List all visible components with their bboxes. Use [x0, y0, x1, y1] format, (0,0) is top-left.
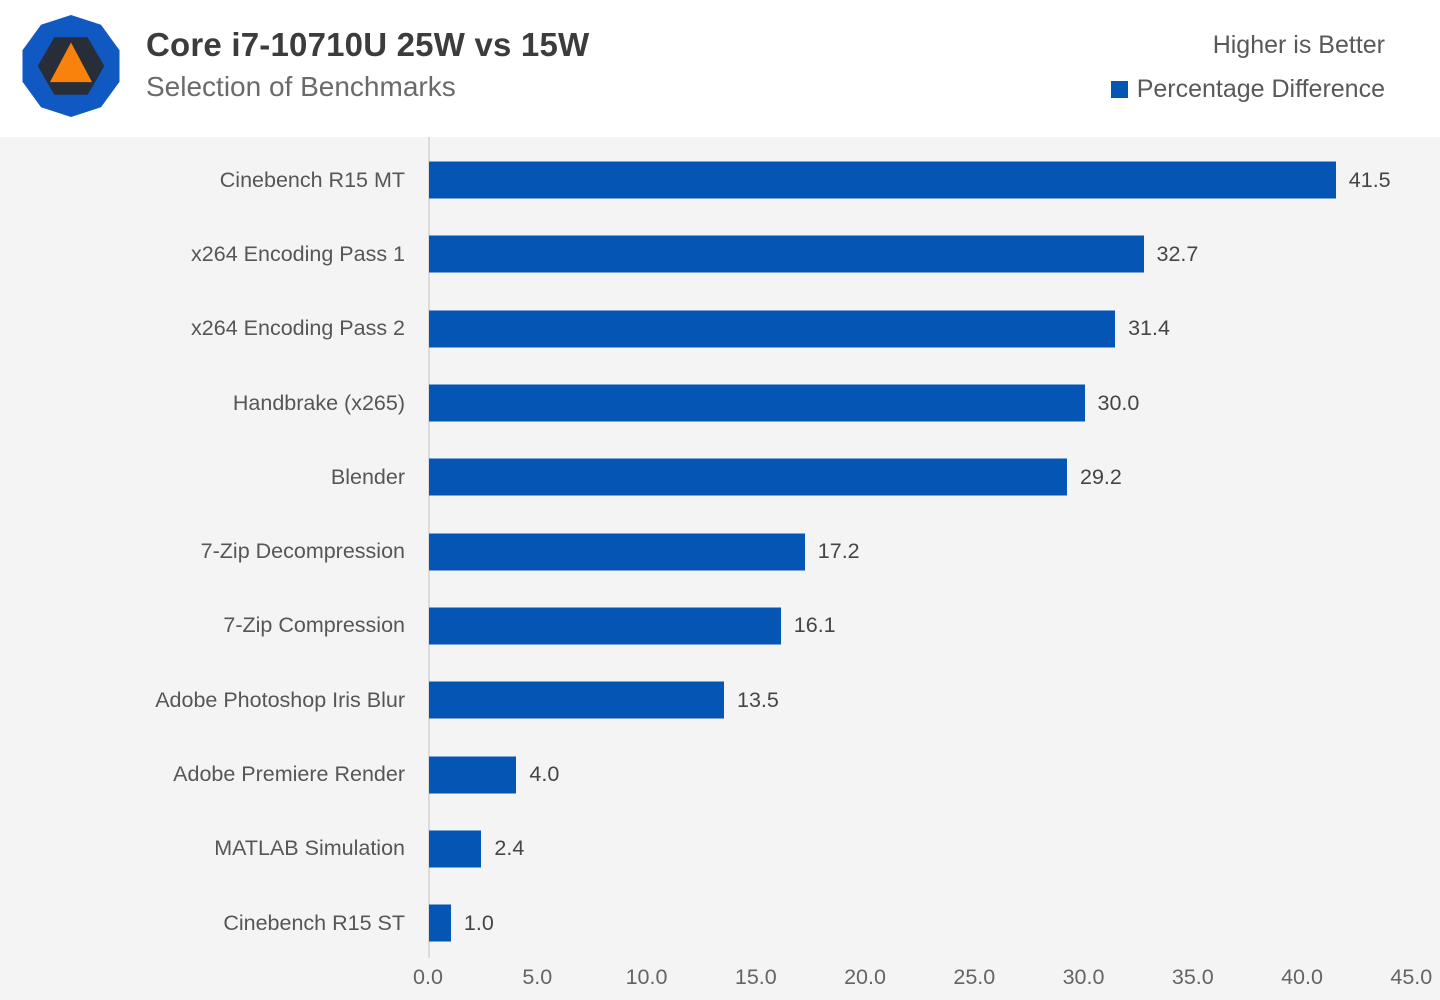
higher-is-better-note: Higher is Better [1212, 31, 1385, 59]
bar-track: 31.4 [429, 292, 1440, 366]
bar-value-label: 32.7 [1156, 241, 1199, 266]
bar: 41.5 [429, 161, 1391, 199]
chart-row: Adobe Photoshop Iris Blur 13.5 [0, 663, 1440, 737]
bar-value-label: 16.1 [793, 613, 836, 638]
x-tick-label: 0.0 [413, 965, 443, 989]
chart-row: Adobe Premiere Render 4.0 [0, 737, 1440, 811]
chart-row: x264 Encoding Pass 1 32.7 [0, 217, 1440, 291]
category-label: Adobe Premiere Render [173, 762, 405, 787]
x-tick-label: 15.0 [734, 965, 777, 989]
legend-swatch-icon [1110, 81, 1128, 98]
chart-row: Cinebench R15 MT 41.5 [0, 143, 1440, 217]
x-tick-label: 30.0 [1062, 965, 1105, 989]
page-subtitle: Selection of Benchmarks [146, 71, 456, 102]
bar-track: 30.0 [429, 366, 1440, 440]
x-tick-label: 45.0 [1390, 965, 1433, 989]
bar-track: 4.0 [429, 737, 1440, 811]
bar: 13.5 [429, 681, 779, 719]
bar-track: 17.2 [429, 514, 1440, 588]
bar-track: 32.7 [429, 217, 1440, 291]
bar-value-label: 41.5 [1348, 167, 1391, 192]
bar: 29.2 [429, 458, 1122, 496]
x-tick-label: 35.0 [1171, 965, 1214, 989]
bar-value-label: 4.0 [529, 762, 560, 787]
bar: 4.0 [429, 756, 559, 794]
bar: 32.7 [429, 235, 1198, 273]
bar: 2.4 [429, 830, 524, 868]
chart-legend: Percentage Difference [1110, 75, 1385, 104]
bar-value-label: 1.0 [463, 910, 494, 935]
category-label: Cinebench R15 ST [223, 910, 405, 935]
category-label: x264 Encoding Pass 2 [191, 316, 405, 341]
bar-value-label: 30.0 [1097, 390, 1140, 415]
bar-track: 1.0 [429, 886, 1440, 960]
bar-value-label: 13.5 [737, 687, 779, 712]
bar: 17.2 [429, 533, 860, 571]
bar-track: 29.2 [429, 440, 1440, 514]
x-tick-label: 40.0 [1281, 965, 1323, 989]
category-label: MATLAB Simulation [214, 836, 405, 861]
chart-row: 7-Zip Compression 16.1 [0, 589, 1440, 663]
category-label: 7-Zip Decompression [200, 539, 405, 564]
x-tick-label: 10.0 [625, 965, 668, 989]
bar-track: 16.1 [429, 589, 1440, 663]
techspot-logo-icon [22, 15, 120, 117]
x-tick-label: 25.0 [953, 965, 996, 989]
bar-track: 13.5 [429, 663, 1440, 737]
bar: 30.0 [429, 384, 1139, 422]
category-label: Adobe Photoshop Iris Blur [155, 687, 405, 712]
legend-label: Percentage Difference [1136, 75, 1385, 103]
bar: 31.4 [429, 310, 1170, 348]
bar-track: 41.5 [429, 143, 1440, 217]
x-tick-label: 5.0 [522, 965, 553, 989]
bar-value-label: 2.4 [494, 836, 525, 861]
category-label: Blender [330, 464, 405, 489]
chart-row: 7-Zip Decompression 17.2 [0, 514, 1440, 588]
bar-value-label: 17.2 [817, 539, 860, 564]
chart-row: Blender 29.2 [0, 440, 1440, 514]
chart-area: Cinebench R15 MT 41.5 x264 Encoding Pass 1… [0, 137, 1440, 1000]
chart-row: MATLAB Simulation 2.4 [0, 812, 1440, 886]
bar: 1.0 [429, 904, 494, 942]
chart-row: Handbrake (x265) 30.0 [0, 366, 1440, 440]
category-label: 7-Zip Compression [223, 613, 405, 638]
bar-rows: Cinebench R15 MT 41.5 x264 Encoding Pass 1… [0, 143, 1440, 960]
category-label: x264 Encoding Pass 1 [191, 241, 405, 266]
bar-track: 2.4 [429, 812, 1440, 886]
x-axis: 0.0 5.0 10.0 15.0 20.0 25.0 30.0 35.0 40.0 45.0 [413, 963, 1440, 1000]
x-tick-label: 20.0 [844, 965, 886, 989]
chart-row: Cinebench R15 ST 1.0 [0, 886, 1440, 960]
category-label: Handbrake (x265) [232, 390, 405, 415]
bar-value-label: 31.4 [1128, 316, 1170, 341]
bar-value-label: 29.2 [1080, 464, 1122, 489]
bar: 16.1 [429, 607, 836, 645]
category-label: Cinebench R15 MT [219, 167, 405, 192]
chart-header: Core i7-10710U 25W vs 15W Selection of B… [0, 0, 1440, 137]
page-title: Core i7-10710U 25W vs 15W [146, 26, 590, 63]
chart-row: x264 Encoding Pass 2 31.4 [0, 292, 1440, 366]
